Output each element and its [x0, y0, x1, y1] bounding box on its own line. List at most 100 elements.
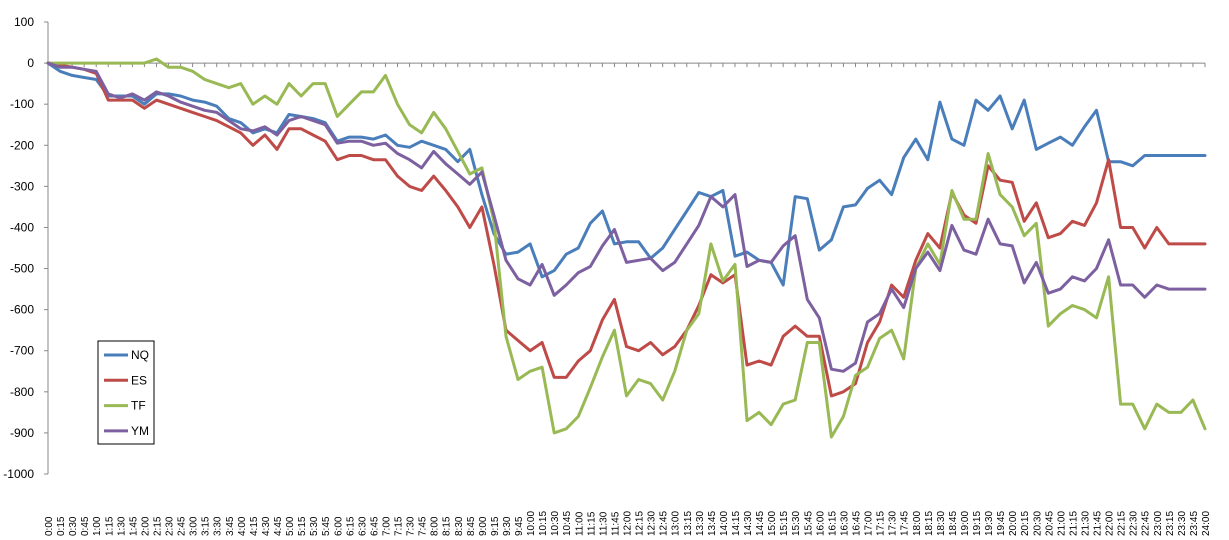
y-tick-label: -400 — [10, 220, 34, 234]
x-tick-label: 4:45 — [273, 516, 284, 536]
legend-label-tf: TF — [131, 399, 146, 413]
x-tick-label: 15:00 — [767, 511, 778, 536]
x-tick-label: 2:15 — [152, 516, 163, 536]
legend-label-es: ES — [131, 373, 147, 387]
x-axis-ticks: 0:00 0:15 0:30 0:45 1:00 1:15 1:30 1:45 2:00 2:15… — [44, 63, 1212, 536]
x-tick-label: 8:30 — [454, 516, 465, 536]
x-tick-label: 11:45 — [610, 511, 621, 536]
x-tick-label: 6:15 — [345, 516, 356, 536]
x-tick-label: 23:30 — [1177, 511, 1188, 536]
x-tick-label: 4:30 — [261, 516, 272, 536]
x-tick-label: 4:00 — [237, 516, 248, 536]
x-tick-label: 13:15 — [683, 511, 694, 536]
x-tick-label: 18:15 — [924, 511, 935, 536]
x-tick-label: 1:45 — [128, 516, 139, 536]
x-tick-label: 15:30 — [791, 511, 802, 536]
x-tick-label: 21:45 — [1093, 511, 1104, 536]
x-tick-label: 11:30 — [598, 511, 609, 536]
x-tick-label: 15:45 — [803, 511, 814, 536]
x-tick-label: 23:00 — [1153, 511, 1164, 536]
x-tick-label: 5:45 — [321, 516, 332, 536]
x-tick-label: 22:30 — [1129, 511, 1140, 536]
x-tick-label: 3:45 — [225, 516, 236, 536]
x-tick-label: 2:30 — [165, 516, 176, 536]
x-tick-label: 20:00 — [1008, 511, 1019, 536]
x-tick-label: 10:00 — [526, 511, 537, 536]
x-tick-label: 9:30 — [502, 516, 513, 536]
x-tick-label: 0:15 — [56, 516, 67, 536]
x-tick-label: 5:30 — [309, 516, 320, 536]
x-tick-label: 6:30 — [357, 516, 368, 536]
x-tick-label: 13:45 — [707, 511, 718, 536]
chart-axes — [47, 22, 1205, 474]
x-tick-label: 11:15 — [586, 511, 597, 536]
x-tick-label: 1:00 — [92, 516, 103, 536]
y-tick-label: -500 — [10, 262, 34, 276]
x-tick-label: 12:15 — [635, 511, 646, 536]
x-tick-label: 14:00 — [719, 511, 730, 536]
x-tick-label: 7:00 — [381, 516, 392, 536]
legend-label-ym: YM — [131, 424, 149, 438]
x-tick-label: 24:00 — [1201, 511, 1212, 536]
x-tick-label: 7:45 — [418, 516, 429, 536]
x-tick-label: 19:30 — [984, 511, 995, 536]
x-tick-label: 7:30 — [406, 516, 417, 536]
x-tick-label: 12:30 — [647, 511, 658, 536]
x-tick-label: 22:45 — [1141, 511, 1152, 536]
x-tick-label: 17:45 — [900, 511, 911, 536]
y-tick-label: -1000 — [3, 467, 34, 481]
x-tick-label: 19:00 — [960, 511, 971, 536]
x-tick-label: 16:15 — [827, 511, 838, 536]
x-tick-label: 3:30 — [213, 516, 224, 536]
x-tick-label: 20:15 — [1020, 511, 1031, 536]
x-tick-label: 12:45 — [659, 511, 670, 536]
y-tick-label: -200 — [10, 138, 34, 152]
x-tick-label: 22:00 — [1105, 511, 1116, 536]
x-tick-label: 18:45 — [948, 511, 959, 536]
x-tick-label: 11:00 — [574, 511, 585, 536]
x-tick-label: 10:45 — [562, 511, 573, 536]
x-tick-label: 6:45 — [369, 516, 380, 536]
x-tick-label: 19:45 — [996, 511, 1007, 536]
x-tick-label: 1:15 — [104, 516, 115, 536]
y-tick-label: -900 — [10, 426, 34, 440]
x-tick-label: 6:00 — [333, 516, 344, 536]
x-tick-label: 20:30 — [1032, 511, 1043, 536]
x-tick-label: 0:30 — [68, 516, 79, 536]
x-tick-label: 17:30 — [888, 511, 899, 536]
x-tick-label: 20:45 — [1044, 511, 1055, 536]
y-tick-label: -300 — [10, 179, 34, 193]
x-tick-label: 14:45 — [755, 511, 766, 536]
x-tick-label: 23:45 — [1189, 511, 1200, 536]
x-tick-label: 13:00 — [671, 511, 682, 536]
x-tick-label: 21:15 — [1068, 511, 1079, 536]
x-tick-label: 12:00 — [623, 511, 634, 536]
y-tick-label: -700 — [10, 344, 34, 358]
x-tick-label: 10:15 — [538, 511, 549, 536]
x-tick-label: 3:15 — [201, 516, 212, 536]
legend: NQ ES TF YM — [97, 340, 155, 445]
y-axis-ticks: 100 0 -100 -200 -300 -400 -500 -600 -700 -800 -900… — [3, 15, 48, 481]
x-tick-label: 16:30 — [839, 511, 850, 536]
x-tick-label: 8:15 — [442, 516, 453, 536]
legend-label-nq: NQ — [131, 348, 149, 362]
series-line-ym — [46, 61, 1207, 373]
x-tick-label: 1:30 — [116, 516, 127, 536]
y-tick-label: 0 — [27, 56, 34, 70]
x-tick-label: 9:45 — [514, 516, 525, 536]
series-line-es — [46, 61, 1207, 398]
x-tick-label: 23:15 — [1165, 511, 1176, 536]
x-tick-label: 13:30 — [695, 511, 706, 536]
x-tick-label: 19:15 — [972, 511, 983, 536]
x-tick-label: 17:15 — [876, 511, 887, 536]
x-tick-label: 9:00 — [478, 516, 489, 536]
series-line-tf — [46, 57, 1207, 439]
series-line-nq — [46, 61, 1207, 287]
y-tick-label: -800 — [10, 385, 34, 399]
x-tick-label: 0:45 — [80, 516, 91, 536]
x-tick-label: 16:00 — [815, 511, 826, 536]
x-tick-label: 14:15 — [731, 511, 742, 536]
x-tick-label: 9:15 — [490, 516, 501, 536]
x-tick-label: 0:00 — [44, 516, 55, 536]
